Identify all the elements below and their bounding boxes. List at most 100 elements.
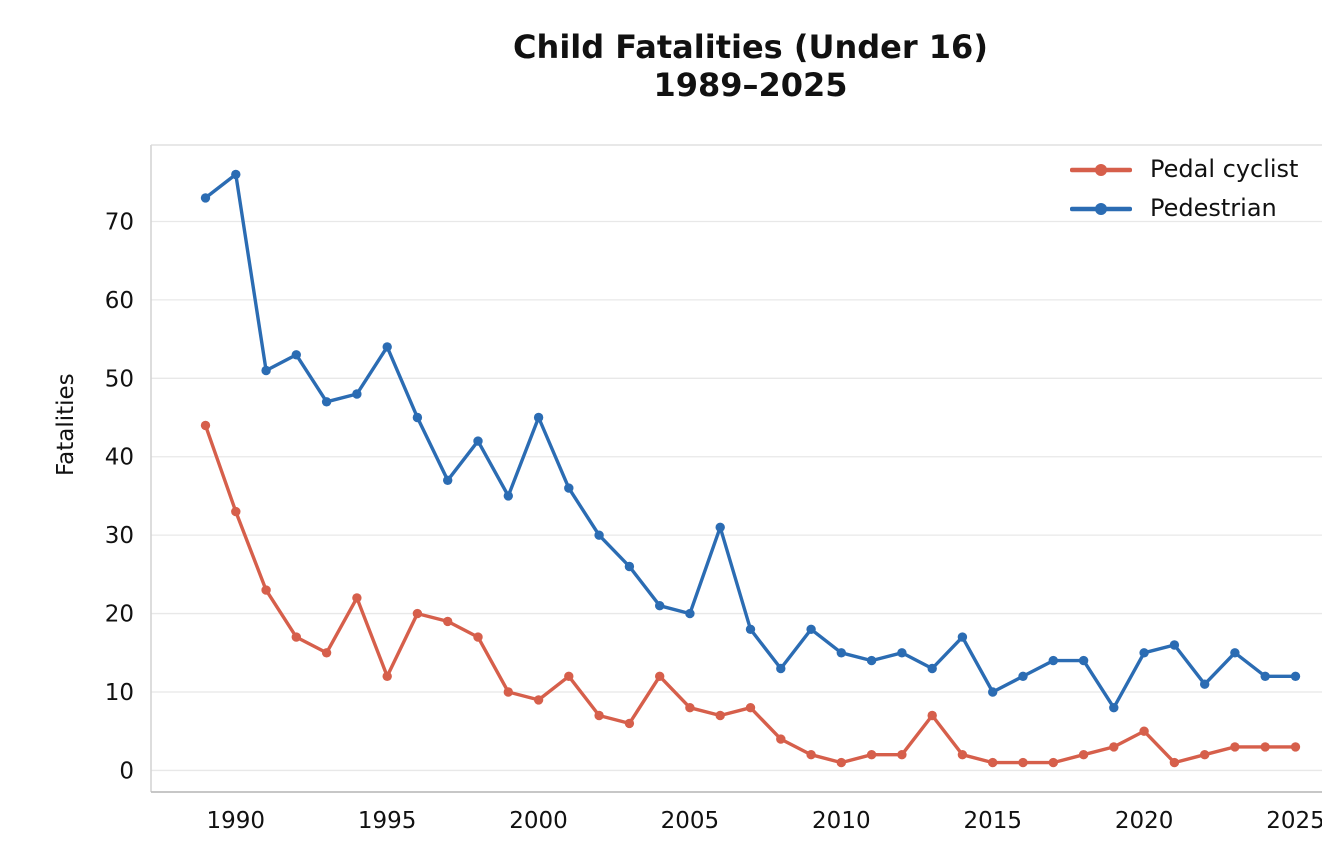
x-tick-label-1995: 1995 xyxy=(358,808,417,834)
data-point-pedal-cyclist-2009 xyxy=(806,750,816,760)
legend-label-pedal-cyclist: Pedal cyclist xyxy=(1150,155,1299,183)
data-point-pedal-cyclist-1989 xyxy=(200,420,211,431)
y-tick-label-20: 20 xyxy=(105,602,134,628)
legend-line-sample-pedestrian xyxy=(1069,201,1133,215)
data-point-pedal-cyclist-2018 xyxy=(1078,750,1089,760)
chart-title: Child Fatalities (Under 16) 1989–2025 xyxy=(151,28,1322,104)
data-point-pedal-cyclist-2011 xyxy=(866,750,877,760)
legend-marker-dot xyxy=(1095,203,1107,215)
y-tick-label-0: 0 xyxy=(119,758,134,784)
data-point-pedestrian-2014 xyxy=(957,632,968,642)
data-point-pedal-cyclist-2012 xyxy=(897,750,907,760)
data-point-pedestrian-2000 xyxy=(533,412,544,423)
data-point-pedal-cyclist-1991 xyxy=(261,585,271,595)
data-point-pedal-cyclist-2004 xyxy=(655,671,665,681)
data-point-pedal-cyclist-1999 xyxy=(503,687,513,697)
data-point-pedal-cyclist-2019 xyxy=(1109,742,1119,752)
data-point-pedal-cyclist-2006 xyxy=(715,710,725,721)
data-point-pedestrian-2002 xyxy=(594,530,604,540)
data-point-pedal-cyclist-1992 xyxy=(291,632,301,642)
data-point-pedestrian-2018 xyxy=(1078,655,1089,666)
data-point-pedal-cyclist-2002 xyxy=(594,710,604,721)
y-tick-label-50: 50 xyxy=(105,366,134,392)
data-point-pedal-cyclist-2007 xyxy=(745,703,756,713)
x-tick-label-2015: 2015 xyxy=(963,808,1022,834)
data-point-pedal-cyclist-2003 xyxy=(624,718,635,729)
data-point-pedestrian-1994 xyxy=(352,389,362,399)
data-point-pedestrian-2021 xyxy=(1169,640,1180,650)
data-point-pedestrian-2007 xyxy=(745,624,756,634)
chart-title-line2: 1989–2025 xyxy=(653,66,848,104)
data-point-pedestrian-2003 xyxy=(624,561,635,572)
data-point-pedal-cyclist-2023 xyxy=(1230,742,1240,752)
data-point-pedestrian-2005 xyxy=(685,608,695,619)
data-point-pedal-cyclist-2001 xyxy=(564,671,574,681)
data-point-pedestrian-1991 xyxy=(261,365,271,376)
y-tick-label-60: 60 xyxy=(105,288,134,314)
legend-marker-dot xyxy=(1095,164,1107,176)
data-point-pedal-cyclist-2000 xyxy=(533,695,544,705)
data-point-pedestrian-1997 xyxy=(443,475,453,485)
data-point-pedestrian-2023 xyxy=(1230,648,1240,658)
y-tick-label-40: 40 xyxy=(105,445,134,471)
data-point-pedal-cyclist-1997 xyxy=(443,616,453,627)
data-point-pedal-cyclist-1993 xyxy=(321,648,332,658)
x-tick-label-2000: 2000 xyxy=(509,808,568,834)
data-point-pedal-cyclist-2022 xyxy=(1200,750,1210,760)
data-point-pedestrian-2025 xyxy=(1290,671,1301,681)
data-point-pedal-cyclist-2020 xyxy=(1139,726,1149,736)
data-point-pedestrian-2015 xyxy=(988,687,998,697)
data-point-pedestrian-2011 xyxy=(866,655,877,666)
data-point-pedestrian-1990 xyxy=(231,169,241,180)
legend-label-pedestrian: Pedestrian xyxy=(1150,194,1277,222)
x-tick-label-2020: 2020 xyxy=(1115,808,1174,834)
data-point-pedestrian-2022 xyxy=(1200,679,1210,689)
data-point-pedestrian-2009 xyxy=(806,624,816,634)
data-point-pedal-cyclist-2017 xyxy=(1048,757,1058,768)
legend-item-pedal-cyclist: Pedal cyclist xyxy=(1069,154,1299,184)
data-point-pedal-cyclist-2021 xyxy=(1169,757,1180,768)
legend: Pedal cyclist Pedestrian xyxy=(1069,154,1299,223)
data-point-pedestrian-2006 xyxy=(715,522,725,532)
data-point-pedal-cyclist-2008 xyxy=(776,734,786,744)
legend-item-pedestrian: Pedestrian xyxy=(1069,193,1298,223)
data-point-pedal-cyclist-1996 xyxy=(412,608,423,619)
x-tick-label-1990: 1990 xyxy=(207,808,266,834)
legend-line-sample-pedal-cyclist xyxy=(1069,162,1133,176)
data-point-pedal-cyclist-2013 xyxy=(927,710,937,721)
data-point-pedal-cyclist-2014 xyxy=(957,750,968,760)
plot-svg: 0 10 20 30 40 50 60 70 1990 1995 2000 2005 2010 2015 2… xyxy=(105,144,1322,834)
x-tick-label-2005: 2005 xyxy=(661,808,720,834)
data-point-pedestrian-2008 xyxy=(776,663,786,674)
data-point-pedestrian-2010 xyxy=(836,648,846,658)
data-point-pedestrian-1992 xyxy=(291,350,301,360)
data-point-pedal-cyclist-1994 xyxy=(352,593,362,603)
data-point-pedestrian-1996 xyxy=(412,412,423,423)
y-tick-label-70: 70 xyxy=(105,209,134,235)
data-point-pedestrian-2020 xyxy=(1139,648,1149,658)
y-tick-label-30: 30 xyxy=(105,523,134,549)
data-point-pedestrian-2013 xyxy=(927,663,937,674)
data-point-pedestrian-2001 xyxy=(564,483,574,493)
data-point-pedal-cyclist-1998 xyxy=(473,632,483,642)
data-point-pedestrian-1998 xyxy=(473,436,483,446)
x-tick-label-2010: 2010 xyxy=(812,808,871,834)
data-point-pedal-cyclist-2024 xyxy=(1260,742,1270,752)
line-chart-figure: Child Fatalities (Under 16) 1989–2025 Fa… xyxy=(40,16,1322,834)
data-point-pedestrian-2024 xyxy=(1260,671,1270,681)
data-point-pedestrian-1999 xyxy=(503,491,513,501)
data-point-pedestrian-1995 xyxy=(382,342,392,352)
data-point-pedal-cyclist-1995 xyxy=(382,671,392,681)
data-point-pedestrian-1989 xyxy=(200,193,211,203)
data-point-pedestrian-2017 xyxy=(1048,655,1058,666)
data-point-pedestrian-1993 xyxy=(321,397,332,407)
data-point-pedal-cyclist-2005 xyxy=(685,703,695,713)
data-point-pedestrian-2004 xyxy=(655,601,665,611)
y-tick-label-10: 10 xyxy=(105,680,134,706)
data-point-pedestrian-2019 xyxy=(1109,703,1119,713)
data-point-pedal-cyclist-2016 xyxy=(1018,757,1028,768)
chart-title-line1: Child Fatalities (Under 16) xyxy=(513,28,988,66)
data-point-pedestrian-2016 xyxy=(1018,671,1028,681)
data-point-pedal-cyclist-2025 xyxy=(1290,742,1301,752)
data-point-pedal-cyclist-2010 xyxy=(836,757,846,768)
